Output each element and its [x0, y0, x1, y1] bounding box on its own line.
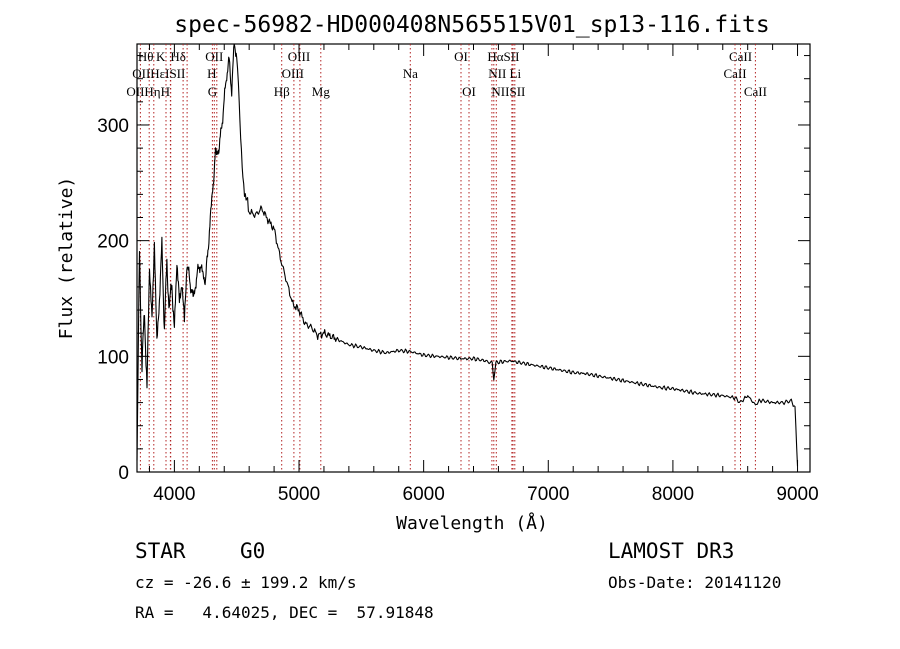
- line-label-row2-0: OIIHεISII: [132, 66, 185, 81]
- obs-date: Obs-Date: 20141120: [608, 573, 781, 592]
- x-tick-label-4: 8000: [652, 484, 694, 505]
- spectral-lines-layer: [139, 44, 756, 472]
- line-label-row3-0: OIIHηH: [126, 84, 170, 99]
- y-tick-label-3: 300: [97, 116, 129, 137]
- y-axis-title: Flux (relative): [56, 177, 77, 340]
- x-tick-label-1: 5000: [278, 484, 320, 505]
- line-label-row1-5: OI: [454, 49, 468, 64]
- line-label-row1-0: Hθ: [138, 49, 154, 64]
- axis-ticks-layer: 4000 5000 6000 7000 8000 9000 0 100 200 300: [97, 44, 819, 505]
- survey-name: LAMOST DR3: [608, 539, 734, 563]
- line-label-row2-5: CaII: [723, 66, 746, 81]
- line-label-row1-2: Hδ: [170, 49, 186, 64]
- line-label-row1-3: OII: [205, 49, 223, 64]
- line-label-row3-5: NIISII: [491, 84, 525, 99]
- line-label-row3-4: OI: [462, 84, 476, 99]
- x-axis-title: Wavelength (Å): [396, 512, 548, 534]
- line-labels-layer: Hθ K Hδ OII OIII OI HαSII CaII OIIHεISII H OIII Na N…: [126, 49, 767, 99]
- line-label-row3-3: Mg: [312, 84, 331, 99]
- ra-dec: RA = 4.64025, DEC = 57.91848: [135, 603, 434, 622]
- spectrum-line: [136, 43, 799, 467]
- plot-frame: [136, 43, 811, 473]
- object-subclass: G0: [240, 539, 265, 563]
- line-label-row2-4: NII Li: [488, 66, 521, 81]
- line-label-row2-1: H: [207, 66, 216, 81]
- x-tick-label-3: 7000: [527, 484, 569, 505]
- redshift-cz: cz = -26.6 ± 199.2 km/s: [135, 573, 357, 592]
- line-label-row2-2: OIII: [282, 66, 304, 81]
- line-label-row1-6: HαSII: [487, 49, 519, 64]
- line-label-row3-6: CaII: [744, 84, 767, 99]
- line-label-row1-1: K: [156, 49, 166, 64]
- x-tick-label-5: 9000: [776, 484, 818, 505]
- x-tick-label-0: 4000: [153, 484, 195, 505]
- object-class: STAR: [135, 539, 186, 563]
- chart-title: spec-56982-HD000408N565515V01_sp13-116.f…: [174, 12, 769, 38]
- line-label-row1-4: OIII: [288, 49, 310, 64]
- line-label-row3-2: Hβ: [274, 84, 290, 99]
- spectrum-layer: [136, 43, 799, 467]
- y-tick-label-1: 100: [97, 347, 129, 368]
- line-label-row1-7: CaII: [729, 49, 752, 64]
- x-tick-label-2: 6000: [403, 484, 445, 505]
- line-label-row2-3: Na: [403, 66, 418, 81]
- line-label-row3-1: G: [208, 84, 217, 99]
- y-tick-label-2: 200: [97, 232, 129, 253]
- y-tick-label-0: 0: [118, 463, 129, 484]
